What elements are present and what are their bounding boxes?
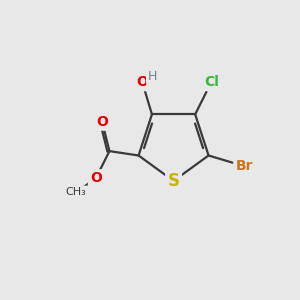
Text: O: O [96, 115, 108, 129]
Text: H: H [148, 70, 157, 83]
Text: CH₃: CH₃ [66, 187, 87, 197]
Text: O: O [90, 171, 102, 185]
Text: Cl: Cl [204, 75, 219, 89]
Text: S: S [168, 172, 180, 190]
Text: Br: Br [236, 159, 253, 173]
Text: O: O [136, 75, 148, 89]
